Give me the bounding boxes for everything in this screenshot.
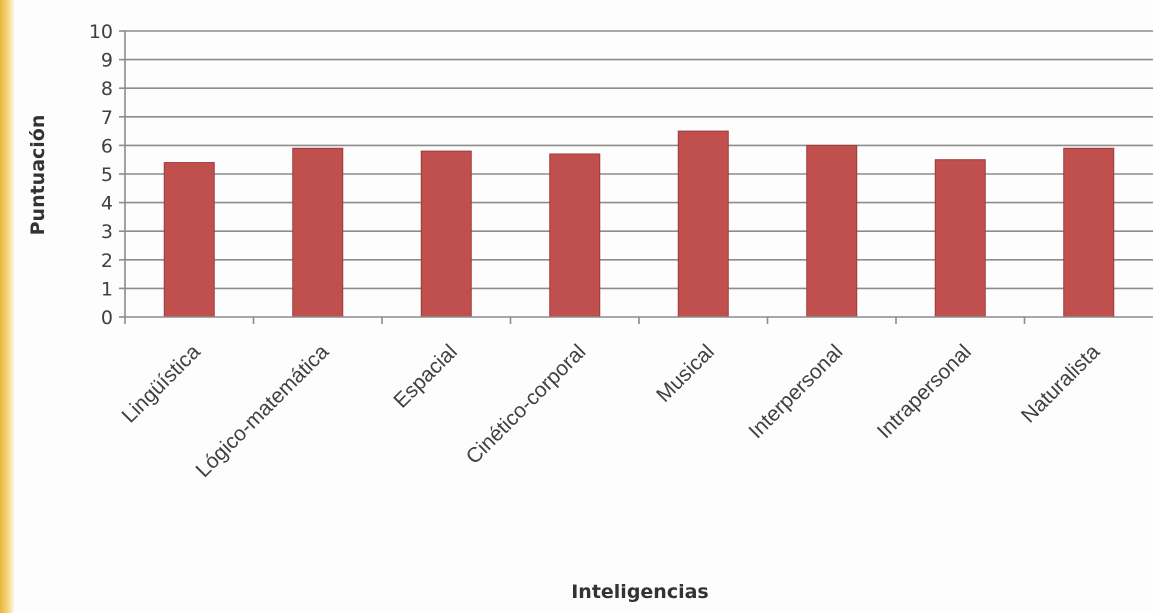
y-axis-title: Puntuación <box>27 115 49 236</box>
y-tick-label: 6 <box>101 135 113 157</box>
y-tick-label: 9 <box>101 50 113 72</box>
x-tick-label: Lógico-matemática <box>192 340 334 482</box>
y-tick-label: 4 <box>101 193 113 215</box>
x-tick-label: Espacial <box>389 340 461 412</box>
bar <box>677 130 729 318</box>
x-tick-label: Naturalista <box>1017 340 1104 427</box>
y-tick-label: 0 <box>101 307 113 329</box>
slide-left-border <box>0 0 14 613</box>
bar <box>292 147 344 318</box>
bar <box>163 162 215 318</box>
gridlines <box>119 30 1153 318</box>
bar <box>1063 147 1115 318</box>
y-tick-label: 8 <box>101 78 113 100</box>
bar <box>934 159 986 318</box>
x-tick-label: Interpersonal <box>744 340 847 443</box>
y-tick-label: 5 <box>101 164 113 186</box>
x-tick-label: Lingüística <box>118 340 205 427</box>
y-tick-label: 3 <box>101 221 113 243</box>
y-tick-label: 7 <box>101 107 113 129</box>
bars <box>163 130 1115 318</box>
bar <box>549 153 601 318</box>
bar <box>806 144 858 318</box>
y-tick-label: 10 <box>89 21 113 43</box>
x-axis-title: Inteligencias <box>571 581 709 603</box>
y-tick-labels: 0 1 2 3 4 5 6 7 8 9 10 <box>89 21 113 329</box>
x-tick-label: Intrapersonal <box>873 340 976 443</box>
x-tick-label: Cinético-corporal <box>462 340 591 469</box>
axes <box>124 31 1153 324</box>
x-tick-label: Musical <box>652 340 719 407</box>
bar <box>420 150 472 318</box>
y-tick-label: 1 <box>101 278 113 300</box>
y-tick-label: 2 <box>101 250 113 272</box>
